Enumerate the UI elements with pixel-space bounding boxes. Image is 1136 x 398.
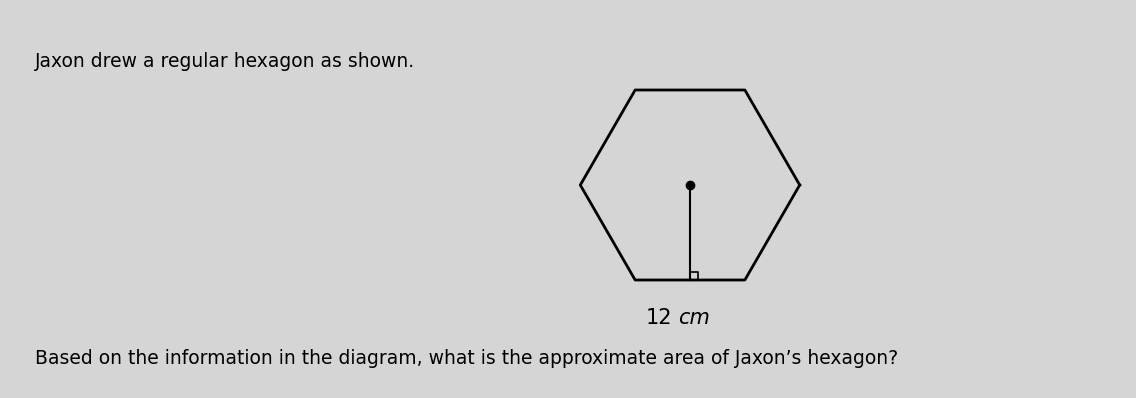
Text: Based on the information in the diagram, what is the approximate area of Jaxon’s: Based on the information in the diagram,… bbox=[35, 349, 899, 368]
Text: Jaxon drew a regular hexagon as shown.: Jaxon drew a regular hexagon as shown. bbox=[35, 52, 415, 71]
Text: cm: cm bbox=[678, 308, 710, 328]
Text: 12: 12 bbox=[645, 308, 673, 328]
